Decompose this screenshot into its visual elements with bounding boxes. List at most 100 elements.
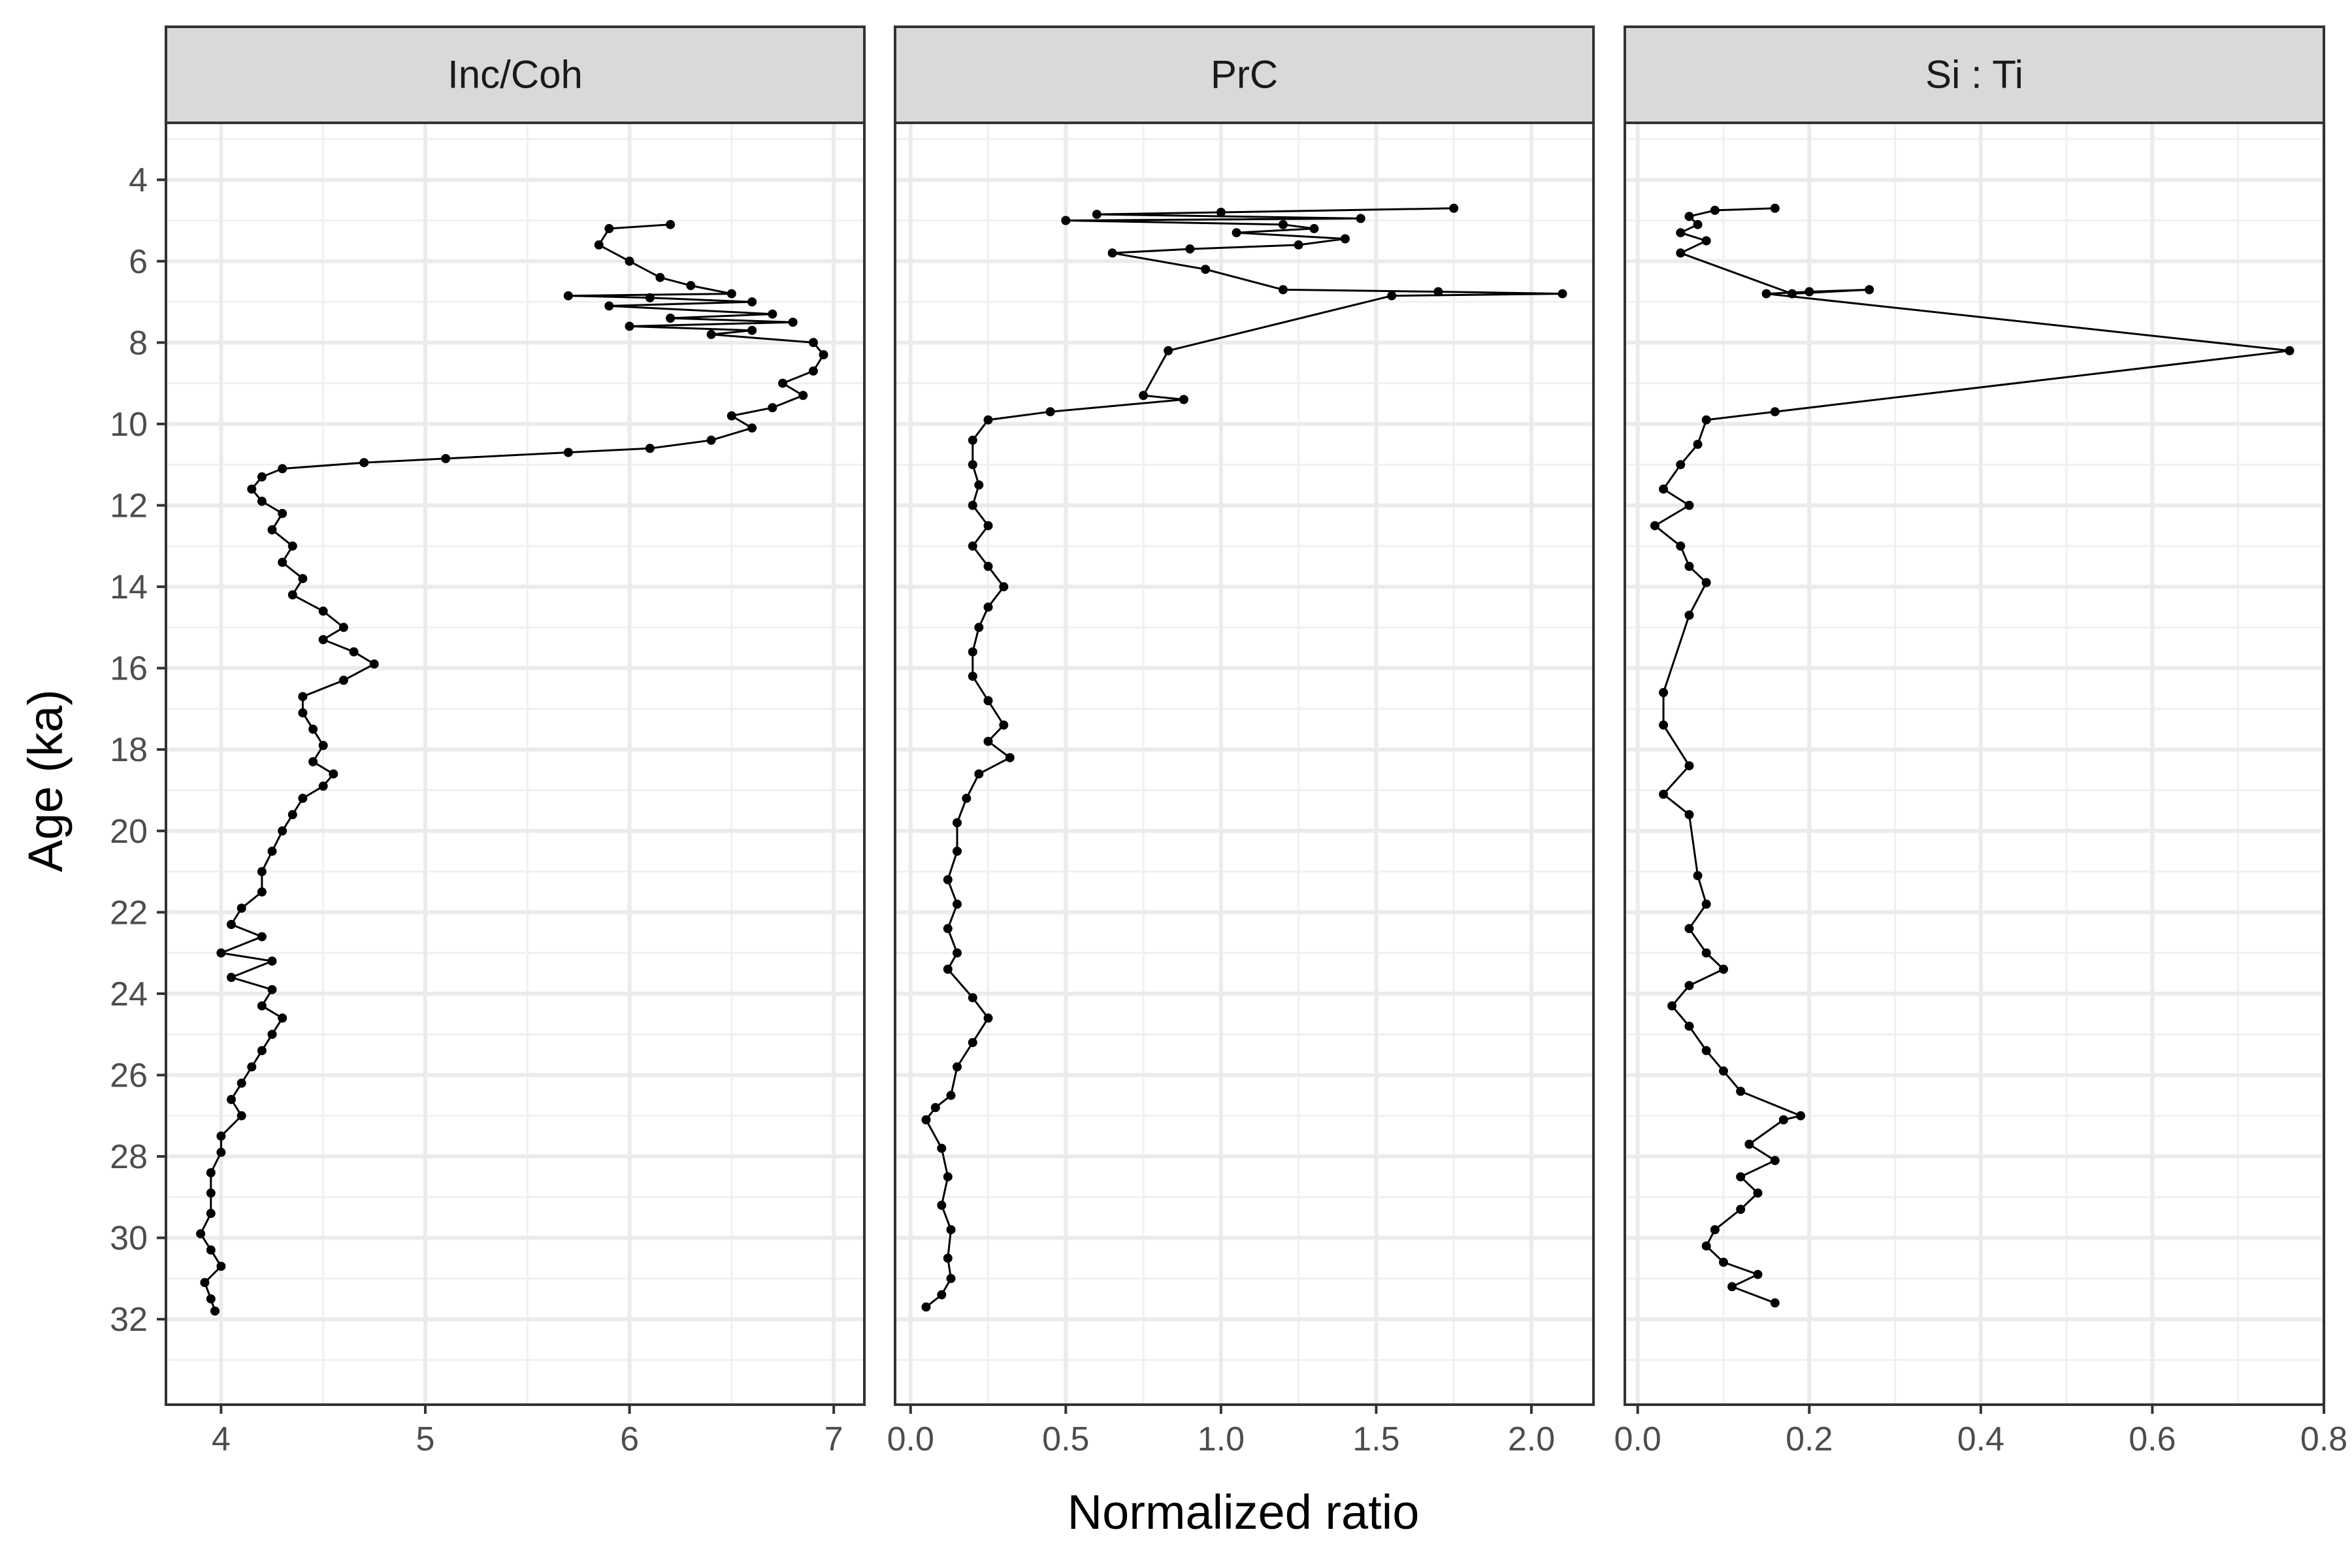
data-point: [1309, 223, 1319, 233]
data-point: [227, 920, 236, 929]
y-tick-label: 14: [110, 568, 148, 606]
data-point: [943, 924, 953, 934]
x-tick-label: 4: [212, 1420, 231, 1458]
data-point: [1736, 1172, 1746, 1182]
data-point: [278, 1013, 287, 1023]
y-tick-label: 18: [110, 731, 148, 769]
panel-background: [1625, 123, 2324, 1405]
facet-label: Si : Ti: [1925, 53, 2023, 97]
y-tick-label: 6: [129, 243, 148, 281]
data-point: [1788, 289, 1797, 299]
data-point: [974, 623, 984, 632]
y-tick-label: 20: [110, 813, 148, 851]
data-point: [953, 899, 962, 909]
data-point: [308, 725, 318, 734]
data-point: [1676, 228, 1686, 238]
data-point: [604, 223, 614, 233]
data-point: [1684, 809, 1694, 819]
data-point: [983, 696, 993, 706]
data-point: [1659, 720, 1669, 730]
y-tick-label: 26: [110, 1056, 148, 1094]
data-point: [962, 793, 972, 803]
data-point: [1216, 208, 1226, 217]
data-point: [937, 1143, 947, 1153]
data-point: [210, 1306, 220, 1316]
data-point: [1796, 1111, 1806, 1120]
data-point: [788, 318, 798, 327]
data-point: [968, 500, 977, 510]
data-point: [999, 582, 1009, 592]
data-point: [953, 818, 962, 828]
data-point: [1356, 214, 1365, 223]
data-point: [267, 1030, 277, 1039]
facet-strip: [1624, 25, 2325, 124]
data-point: [2285, 346, 2295, 355]
y-tick-label: 32: [110, 1301, 148, 1339]
data-point: [983, 415, 993, 425]
x-axis-title: Normalized ratio: [1068, 1485, 1420, 1539]
data-point: [206, 1294, 216, 1304]
data-point: [727, 411, 736, 421]
data-point: [1701, 899, 1711, 909]
data-point: [1701, 1046, 1711, 1056]
data-point: [1449, 203, 1459, 213]
data-point: [1701, 415, 1711, 425]
data-point: [349, 647, 359, 657]
y-tick-label: 24: [110, 975, 148, 1013]
data-point: [1701, 948, 1711, 958]
data-point: [921, 1302, 931, 1312]
data-point: [953, 1062, 962, 1071]
panel-2: Si : Ti 0.0 0.2 0.4 0.6 0.8: [1614, 25, 2347, 1458]
panel-background: [895, 123, 1593, 1405]
data-point: [1045, 407, 1055, 417]
data-point: [930, 1103, 940, 1113]
data-point: [645, 293, 655, 302]
data-point: [278, 826, 287, 836]
data-point: [287, 541, 297, 551]
data-point: [953, 846, 962, 856]
data-point: [298, 793, 308, 803]
data-point: [943, 1172, 953, 1182]
data-point: [216, 1131, 226, 1141]
data-point: [937, 1290, 947, 1299]
data-point: [1736, 1205, 1746, 1214]
data-point: [1684, 561, 1694, 571]
x-tick-label: 6: [620, 1420, 639, 1458]
data-point: [655, 272, 665, 282]
x-tick-label: 2.0: [1508, 1420, 1555, 1458]
data-point: [1278, 220, 1288, 229]
data-point: [706, 435, 716, 445]
data-point: [983, 1013, 993, 1023]
data-point: [1744, 1139, 1754, 1149]
x-tick-label: 1.5: [1352, 1420, 1399, 1458]
data-point: [267, 846, 277, 856]
data-point: [318, 635, 328, 644]
y-axis-title: Age (ka): [18, 689, 73, 872]
data-point: [1693, 440, 1703, 449]
data-point: [318, 781, 328, 791]
data-point: [999, 720, 1009, 730]
data-point: [278, 508, 287, 518]
data-point: [1684, 500, 1694, 510]
data-point: [1684, 610, 1694, 620]
data-point: [943, 1253, 953, 1263]
data-point: [968, 541, 977, 551]
data-point: [819, 350, 828, 359]
data-point: [200, 1278, 210, 1288]
data-point: [937, 1200, 947, 1210]
data-point: [1667, 1001, 1677, 1011]
data-point: [338, 623, 348, 632]
x-tick-label: 0.4: [1957, 1420, 2004, 1458]
data-point: [1650, 521, 1659, 531]
data-point: [1865, 285, 1874, 295]
data-point: [563, 448, 573, 457]
data-point: [808, 366, 818, 376]
data-point: [943, 875, 953, 885]
data-point: [227, 973, 236, 982]
data-point: [983, 736, 993, 746]
y-tick-label: 8: [129, 324, 148, 362]
data-point: [1727, 1282, 1737, 1292]
y-axis: 4 6 8 10 12 14 16 18 20 22 24 26 28 30 32: [110, 161, 166, 1339]
data-point: [308, 757, 318, 766]
data-point: [563, 291, 573, 301]
